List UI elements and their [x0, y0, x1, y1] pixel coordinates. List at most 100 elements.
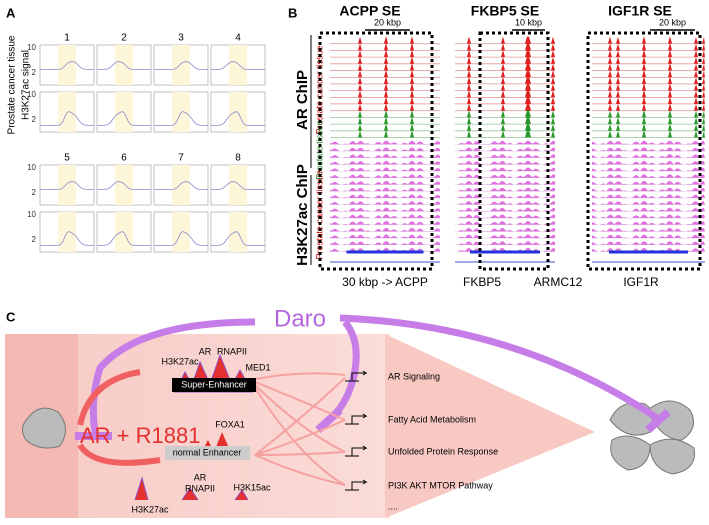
mark-label: H3K15ac: [233, 482, 271, 492]
signal-track: [592, 241, 705, 245]
signal-track: [330, 103, 440, 111]
signal-track: [330, 49, 440, 58]
mark-label: MED1: [245, 362, 270, 372]
gene-arrow: [345, 413, 368, 425]
mark-label: H3K27ac: [131, 504, 169, 514]
signal-track: [330, 42, 440, 51]
y-tick-label: 10: [27, 163, 36, 172]
track-title: ACPP SE: [339, 3, 400, 19]
signal-track: [592, 147, 705, 152]
y-tick-label: 2: [32, 115, 37, 124]
signal-track: [455, 96, 555, 105]
highlight: [58, 92, 76, 132]
track-title: FKBP5 SE: [471, 3, 539, 19]
axis-title: Prostate cancer tissue: [7, 35, 18, 134]
gene-arrow: [345, 479, 368, 491]
profile-line: [97, 61, 151, 70]
signal-track: [330, 207, 440, 212]
signal-track: [455, 130, 555, 138]
panel-number: 6: [121, 153, 127, 164]
signal-track: [592, 167, 705, 172]
stimulus-label: AR + R1881: [80, 423, 200, 448]
pathway-label: Fatty Acid Metabolism: [388, 414, 476, 424]
highlight: [229, 165, 247, 205]
signal-track: [455, 36, 555, 44]
signal-track: [455, 241, 555, 245]
profile-line: [211, 181, 265, 190]
panel-label: A: [6, 5, 16, 20]
signal-track: [330, 129, 440, 138]
inhibition-arrows: [89, 314, 662, 433]
profile-line: [40, 231, 94, 246]
pathway-label: Unfolded Protein Response: [388, 446, 498, 456]
highlight: [115, 165, 133, 205]
gene-label: IGF1R: [623, 275, 659, 289]
signal-track: [455, 140, 555, 145]
signal-track: [330, 214, 440, 219]
panel-b: B AR ChIP H3K27ac ChIP Prostate cancer t…: [288, 3, 705, 289]
highlight: [229, 212, 247, 252]
panel-number: 2: [121, 33, 127, 44]
highlight: [172, 212, 190, 252]
signal-track: [455, 180, 555, 185]
small-peaks: [134, 476, 249, 501]
profile-line: [211, 61, 265, 70]
mark-label: AR: [194, 472, 207, 482]
activation-arrows: [77, 369, 161, 466]
gene-arrow: [345, 370, 368, 382]
signal-track: [330, 62, 440, 71]
profile-line: [211, 231, 265, 246]
gene-label: FKBP5: [463, 275, 501, 289]
signal-track: [455, 83, 555, 91]
scale-label: 10 kbp: [515, 17, 542, 27]
gene-label: ARMC12: [534, 275, 583, 289]
signal-track: [455, 116, 555, 125]
profile-line: [154, 61, 208, 70]
signal-track: [592, 154, 705, 158]
group-label: H3K27ac ChIP: [294, 164, 311, 266]
signal-track: [592, 227, 705, 232]
y-tick-label: 10: [27, 43, 36, 52]
signal-track: [592, 174, 705, 178]
y-tick-label: 2: [32, 235, 37, 244]
output-triangle: [385, 334, 595, 518]
signal-track: [330, 180, 440, 185]
signal-track: [330, 194, 440, 199]
highlight: [115, 45, 133, 85]
signal-track: [455, 227, 555, 232]
signal-track: [330, 187, 440, 192]
signal-track: [330, 200, 440, 205]
panel-a: A Prostate cancer tissue H3K27ac signal …: [6, 5, 266, 253]
highlight: [115, 92, 133, 132]
group-label: AR ChIP: [294, 70, 311, 130]
signal-track: [330, 220, 440, 225]
se-box: [318, 31, 434, 271]
signal-track: [330, 234, 440, 239]
signal-track: [330, 89, 440, 98]
profile-line: [211, 111, 265, 126]
mark-label: H3K27ac: [161, 356, 199, 366]
sub-label: Prostate cancer tissue: [314, 170, 324, 259]
signal-track: [455, 110, 555, 118]
gene-label: 30 kbp -> ACPP: [342, 275, 428, 289]
signal-track: [455, 90, 555, 98]
profile-line: [40, 61, 94, 70]
highlight: [172, 165, 190, 205]
box-label: normal Enhancer: [173, 447, 242, 457]
signal-track: [455, 187, 555, 192]
signal-track: [455, 103, 555, 111]
mark-label: FOXA1: [215, 419, 245, 429]
mark-label: RNAPII: [185, 483, 215, 493]
box-label: Super-Enhancer: [181, 379, 247, 389]
mark-label: RNAPII: [217, 346, 247, 356]
panel-number: 1: [64, 33, 70, 44]
profile-line: [97, 181, 151, 190]
panel-number: 7: [178, 153, 184, 164]
pathway-label: AR Signaling: [388, 371, 440, 381]
signal-track: [592, 234, 705, 239]
highlight: [229, 92, 247, 132]
pathway-label: ....: [388, 501, 398, 511]
signal-track: [592, 200, 705, 205]
signal-track: [455, 147, 555, 152]
